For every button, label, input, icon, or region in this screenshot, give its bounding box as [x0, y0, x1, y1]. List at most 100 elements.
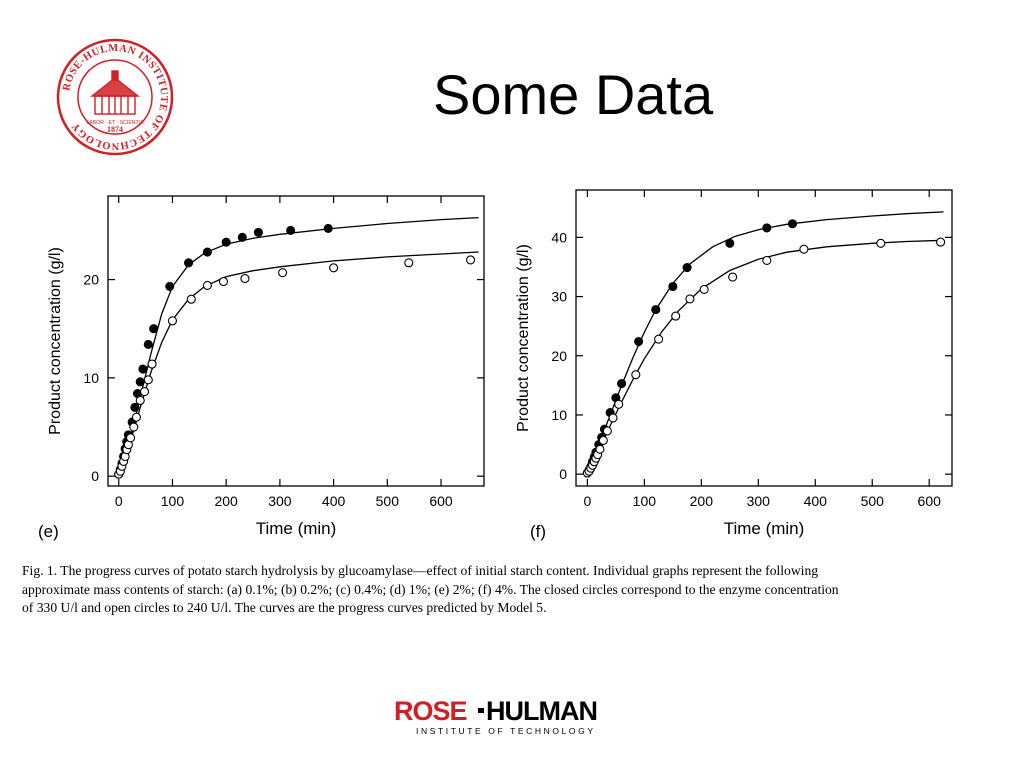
data-point-filled	[323, 223, 333, 233]
x-tick-label: 600	[429, 493, 453, 509]
data-point-open	[404, 258, 414, 268]
data-point-open	[631, 370, 641, 380]
data-point-open	[671, 311, 681, 321]
slide-title: Some Data	[433, 63, 714, 126]
panel-label: (e)	[38, 522, 59, 541]
x-axis-label: Time (min)	[724, 519, 805, 538]
data-point-filled	[634, 337, 644, 347]
data-point-open	[608, 413, 618, 423]
data-point-open	[129, 422, 139, 432]
data-point-open	[135, 395, 145, 406]
x-tick-label: 300	[268, 493, 292, 509]
rose-hulman-footer-logo: ROSE HULMAN INSTITUTE OF TECHNOLOGY	[394, 696, 598, 736]
data-point-open	[595, 444, 605, 454]
seal-motto: LABOR · ET · SCIENTIA	[86, 120, 144, 126]
data-point-filled	[787, 219, 798, 229]
data-point-open	[240, 274, 250, 284]
data-point-open	[202, 280, 212, 291]
caption-line-3: of 330 U/l and open circles to 240 U/l. …	[22, 600, 547, 615]
data-point-filled	[725, 238, 735, 248]
y-tick-label: 10	[551, 407, 567, 423]
data-point-open	[876, 238, 886, 248]
data-point-filled	[143, 339, 153, 349]
data-point-filled	[165, 281, 175, 291]
data-point-filled	[202, 247, 212, 257]
y-axis-label: Product concentration (g/l)	[515, 244, 532, 432]
data-point-open	[139, 387, 150, 397]
x-axis-label: Time (min)	[256, 519, 337, 538]
data-point-open	[147, 359, 157, 369]
x-tick-label: 600	[918, 493, 942, 509]
y-tick-label: 20	[83, 272, 99, 288]
data-point-open	[466, 255, 476, 265]
data-point-open	[654, 334, 664, 344]
data-point-open	[167, 316, 178, 326]
x-tick-label: 300	[747, 493, 771, 509]
data-point-open	[762, 255, 772, 265]
data-point-filled	[762, 223, 772, 233]
data-point-open	[936, 237, 946, 247]
rose-hulman-seal-logo: ROSE-HULMAN INSTITUTE OF TECHNOLOGY LABO…	[56, 38, 174, 156]
brand-subtitle: INSTITUTE OF TECHNOLOGY	[416, 726, 596, 736]
data-point-filled	[682, 263, 692, 273]
figure-caption: Fig. 1. The progress curves of potato st…	[22, 562, 977, 618]
brand-separator	[478, 708, 484, 713]
x-tick-label: 200	[690, 493, 714, 509]
data-point-open	[614, 399, 624, 409]
y-axis-label: Product concentration (g/l)	[47, 247, 64, 435]
data-point-open	[602, 426, 612, 436]
chart-panel-e: 0 100 200 300 400 500 600 0 10 20 Time (min) Produc…	[38, 195, 485, 541]
brand-rose-text: ROSE	[394, 696, 467, 726]
data-point-filled	[221, 237, 231, 247]
scanned-figure: 0 100 200 300 400 500 600 0 10 20 Time (min) Produc…	[18, 168, 1008, 638]
data-point-open	[131, 412, 142, 422]
data-point-open	[728, 272, 738, 282]
chart-panel-f: 0 100 200 300 400 500 600 0 10 20 30 40 Time (min) Pr…	[515, 189, 953, 541]
data-point-open	[685, 294, 695, 304]
x-tick-label: 500	[861, 493, 885, 509]
data-point-filled	[651, 305, 661, 315]
x-tick-label: 0	[583, 493, 591, 509]
model-curve-2	[586, 239, 944, 475]
data-point-open	[278, 268, 288, 278]
data-point-filled	[668, 281, 678, 292]
brand-hulman-text: HULMAN	[486, 696, 597, 726]
seal-building-icon	[89, 70, 141, 115]
data-point-filled	[138, 364, 148, 374]
data-point-open	[699, 284, 709, 295]
x-tick-label: 200	[214, 493, 238, 509]
data-point-open	[329, 263, 339, 273]
data-point-filled	[184, 258, 194, 268]
x-tick-label: 100	[633, 493, 657, 509]
data-point-filled	[286, 225, 296, 235]
caption-line-1: Fig. 1. The progress curves of potato st…	[22, 563, 819, 578]
x-tick-label: 400	[804, 493, 828, 509]
model-curve-1	[118, 216, 479, 477]
y-tick-label: 40	[551, 229, 567, 245]
data-point-open	[799, 244, 809, 254]
data-point-open	[598, 435, 608, 445]
data-point-filled	[149, 324, 159, 334]
y-tick-label: 20	[551, 348, 567, 364]
panel-label: (f)	[530, 522, 546, 541]
data-point-open	[186, 294, 196, 304]
data-point-filled	[135, 377, 145, 387]
data-point-open	[126, 433, 136, 443]
data-point-filled	[617, 379, 627, 389]
y-tick-label: 10	[83, 370, 99, 386]
x-tick-label: 400	[322, 493, 346, 509]
data-point-open	[143, 375, 153, 385]
data-point-filled	[253, 227, 263, 237]
data-point-filled	[130, 402, 140, 412]
x-tick-label: 0	[115, 493, 123, 509]
data-point-filled	[237, 232, 247, 242]
x-tick-label: 500	[376, 493, 400, 509]
y-tick-label: 0	[91, 468, 99, 484]
seal-year: 1874	[107, 125, 123, 134]
plot-frame	[575, 189, 953, 487]
y-tick-label: 30	[551, 289, 567, 305]
data-point-open	[218, 276, 229, 287]
y-tick-label: 0	[559, 466, 567, 482]
x-tick-label: 100	[161, 493, 185, 509]
